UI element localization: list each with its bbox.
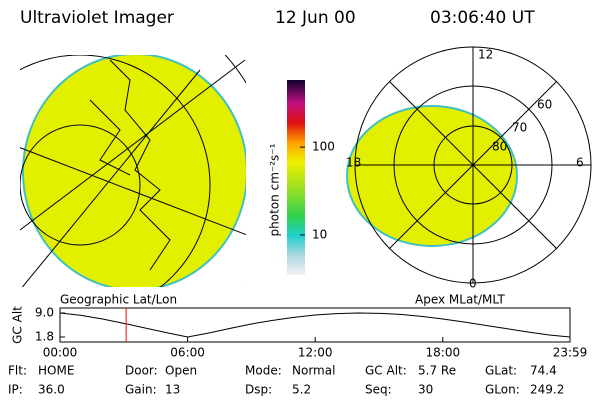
info-value: 5.7 Re	[418, 364, 456, 378]
y-axis-label: GC Alt	[11, 306, 25, 344]
info-label: Dsp:	[245, 383, 272, 397]
info-value: Normal	[292, 364, 335, 378]
colorbar-tick-label: 100	[312, 140, 335, 154]
panel-label: Apex MLat/MLT	[415, 293, 505, 307]
title: Ultraviolet Imager	[20, 8, 174, 28]
info-label: GLat:	[485, 364, 517, 378]
y-tick-label: 9.0	[35, 306, 54, 320]
info-value: HOME	[38, 364, 74, 378]
x-tick-label: 12:00	[298, 346, 333, 360]
colorbar	[287, 80, 305, 275]
colorbar-label: photon cm⁻²s⁻¹	[268, 143, 282, 236]
date: 12 Jun 00	[275, 8, 356, 28]
info-label: Door:	[125, 364, 158, 378]
info-label: Gain:	[125, 383, 157, 397]
mlat-label: 70	[512, 121, 527, 135]
mlat-label: 60	[537, 98, 552, 112]
info-label: IP:	[8, 383, 23, 397]
mlt-label: 18	[346, 156, 361, 170]
info-label: Seq:	[365, 383, 392, 397]
info-value: 36.0	[38, 383, 65, 397]
colorbar-tick-label: 10	[312, 227, 327, 241]
alt-plot-frame	[59, 307, 571, 343]
mlat-label: 80	[492, 140, 507, 154]
info-value: 30	[418, 383, 433, 397]
mlt-label: 0	[469, 277, 477, 291]
x-tick-label: 18:00	[426, 346, 461, 360]
panel-label: Geographic Lat/Lon	[60, 293, 177, 307]
mlt-label: 6	[576, 156, 584, 170]
mlt-label: 12	[478, 48, 493, 62]
x-tick-label: 06:00	[170, 346, 205, 360]
info-value: 5.2	[292, 383, 311, 397]
alt-line	[59, 312, 571, 338]
polar-plot	[346, 46, 592, 284]
info-label: GC Alt:	[365, 364, 407, 378]
geo-map	[20, 55, 246, 287]
info-label: Flt:	[8, 364, 27, 378]
info-value: 13	[165, 383, 180, 397]
y-tick-label: 1.8	[35, 330, 54, 344]
x-tick-label: 23:59	[553, 346, 588, 360]
x-tick-label: 00:00	[43, 346, 78, 360]
info-label: GLon:	[485, 383, 520, 397]
info-value: Open	[165, 364, 197, 378]
info-label: Mode:	[245, 364, 282, 378]
info-value: 249.2	[530, 383, 564, 397]
info-value: 74.4	[530, 364, 557, 378]
time: 03:06:40 UT	[430, 8, 535, 28]
